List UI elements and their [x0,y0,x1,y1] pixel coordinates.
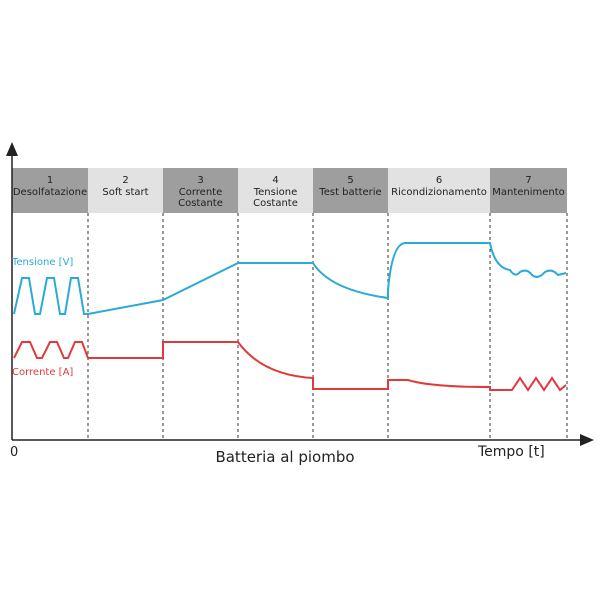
phase-label: Desolfatazione [13,187,87,198]
current-curve [13,341,567,392]
phase-header [490,168,567,213]
phase-label: Soft start [102,187,148,198]
x-axis-arrow [580,434,594,446]
phase-label: Corrente [179,187,223,198]
phase-header [238,168,313,213]
phase-number: 6 [436,175,442,186]
phase-label: Mantenimento [492,187,565,198]
phase-header [388,168,490,213]
voltage-curve [13,242,567,315]
phase-label: Tensione [253,187,298,198]
phase-label: Costante [178,198,223,209]
phase-label: Ricondizionamento [391,187,487,198]
phase-number: 4 [272,175,278,186]
x-axis-label: Tempo [t] [477,444,545,460]
phase-header [313,168,388,213]
phase-label: Test batterie [318,187,381,198]
phase-number: 1 [47,175,53,186]
phase-number: 5 [347,175,353,186]
phase-header [12,168,88,213]
y-axis-arrow [6,142,18,156]
phase-number: 2 [122,175,128,186]
caption: Batteria al piombo [215,448,354,466]
phase-header [163,168,238,213]
voltage-label: Tensione [V] [11,257,73,268]
phase-label: Costante [253,198,298,209]
current-label: Corrente [A] [12,367,73,378]
phase-number: 3 [197,175,203,186]
origin-label: 0 [10,445,18,460]
phase-number: 7 [525,175,531,186]
phase-header [88,168,163,213]
